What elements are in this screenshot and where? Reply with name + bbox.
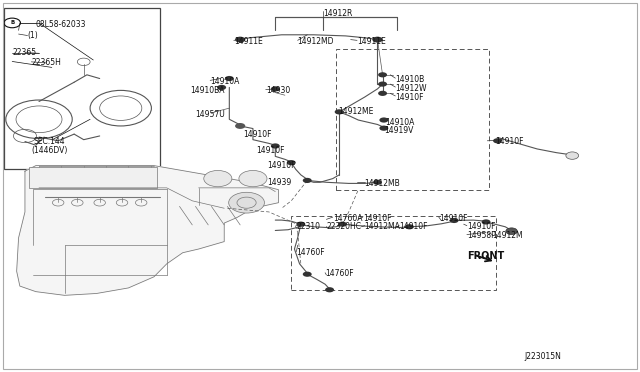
Polygon shape: [17, 166, 278, 295]
Text: 14910F: 14910F: [363, 214, 391, 223]
Circle shape: [372, 37, 383, 42]
Text: (1): (1): [28, 31, 38, 41]
Text: 14910A: 14910A: [385, 118, 415, 127]
Circle shape: [303, 272, 312, 277]
Text: 22365: 22365: [12, 48, 36, 57]
Bar: [4, 8, 161, 169]
Circle shape: [225, 76, 234, 81]
Text: 14910A: 14910A: [210, 77, 239, 86]
Text: 14910BA: 14910BA: [190, 86, 225, 95]
Text: B: B: [10, 20, 14, 25]
Circle shape: [450, 218, 459, 223]
Text: 14957U: 14957U: [195, 110, 225, 119]
Text: 14910B: 14910B: [396, 75, 424, 84]
Circle shape: [481, 219, 490, 225]
Circle shape: [296, 222, 305, 227]
Circle shape: [235, 123, 245, 129]
Circle shape: [287, 160, 296, 165]
Text: 22320HC: 22320HC: [326, 222, 362, 231]
Text: 14910F: 14910F: [243, 130, 272, 140]
Text: 14912M: 14912M: [492, 231, 523, 240]
Circle shape: [239, 170, 267, 187]
Circle shape: [378, 91, 387, 96]
Text: 14910F: 14910F: [256, 146, 285, 155]
Text: 14910F: 14910F: [495, 137, 524, 146]
Bar: [291, 216, 495, 290]
Text: J223015N: J223015N: [524, 352, 561, 361]
Text: 14910F: 14910F: [439, 214, 467, 223]
Circle shape: [506, 228, 517, 235]
Circle shape: [271, 86, 280, 92]
Text: 22310: 22310: [296, 222, 321, 231]
Text: 14910F: 14910F: [396, 93, 424, 102]
Circle shape: [228, 192, 264, 213]
Circle shape: [493, 138, 502, 143]
Text: 14910F: 14910F: [268, 161, 296, 170]
Text: 14912MD: 14912MD: [298, 37, 334, 46]
Text: 14760F: 14760F: [296, 248, 325, 257]
Text: 14919V: 14919V: [384, 126, 413, 135]
Circle shape: [378, 81, 387, 87]
Text: FRONT: FRONT: [467, 251, 504, 262]
Text: 14910F: 14910F: [467, 222, 495, 231]
Text: 14930: 14930: [266, 86, 290, 95]
Circle shape: [373, 180, 382, 185]
Circle shape: [325, 287, 334, 292]
Circle shape: [405, 224, 414, 230]
Text: 14760A: 14760A: [333, 214, 362, 223]
Text: 14958P: 14958P: [467, 231, 495, 240]
Circle shape: [335, 109, 344, 115]
Text: 14760F: 14760F: [325, 269, 354, 278]
Text: 14912W: 14912W: [396, 84, 427, 93]
Text: 14911E: 14911E: [234, 37, 262, 46]
Text: SEC.144: SEC.144: [34, 137, 65, 146]
Circle shape: [566, 152, 579, 159]
Circle shape: [378, 72, 387, 77]
Circle shape: [204, 170, 232, 187]
Text: 14939: 14939: [268, 178, 292, 187]
Bar: [29, 167, 157, 188]
Text: 08L58-62033: 08L58-62033: [36, 20, 86, 29]
Text: 14912R: 14912R: [323, 9, 353, 18]
Circle shape: [338, 222, 347, 227]
Circle shape: [235, 37, 245, 42]
Text: 14912ME: 14912ME: [338, 108, 373, 116]
Circle shape: [217, 85, 226, 90]
Bar: [336, 49, 489, 190]
Circle shape: [271, 143, 280, 148]
Circle shape: [380, 126, 388, 131]
Text: 14911E: 14911E: [357, 37, 386, 46]
Circle shape: [303, 178, 312, 183]
Text: 22365H: 22365H: [31, 58, 61, 67]
Text: 14912MA: 14912MA: [365, 222, 401, 231]
Text: 14912MB: 14912MB: [365, 179, 401, 188]
Circle shape: [380, 118, 388, 123]
Text: 14910F: 14910F: [399, 222, 428, 231]
Text: (1446DV): (1446DV): [31, 146, 68, 155]
